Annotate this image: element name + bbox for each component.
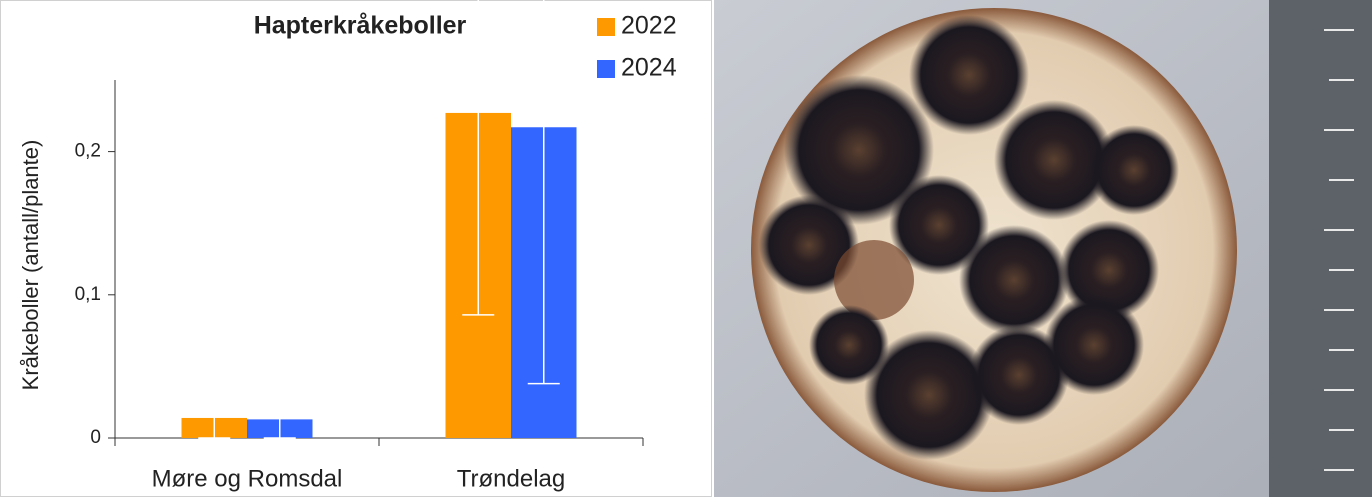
y-axis-label: Kråkeboller (antall/plante) <box>18 140 43 391</box>
x-tick-label: Møre og Romsdal <box>152 465 343 492</box>
ruler <box>1269 0 1372 497</box>
y-tick-label: 0 <box>90 427 101 448</box>
chart: Hapterkråkeboller Kråkeboller (antall/pl… <box>0 0 712 497</box>
legend-swatch <box>597 18 615 36</box>
y-tick-label: 0,2 <box>75 141 101 162</box>
chart-title: Hapterkråkeboller <box>254 12 467 40</box>
legend-label: 2024 <box>621 54 677 82</box>
ruler-marks <box>1324 29 1354 471</box>
y-tick-label: 0,1 <box>75 284 101 305</box>
photo <box>714 0 1372 497</box>
x-tick-label: Trøndelag <box>457 465 566 492</box>
legend-label: 2022 <box>621 12 677 40</box>
chart-frame <box>0 0 712 497</box>
urchins <box>759 15 1179 460</box>
legend-swatch <box>597 60 615 78</box>
